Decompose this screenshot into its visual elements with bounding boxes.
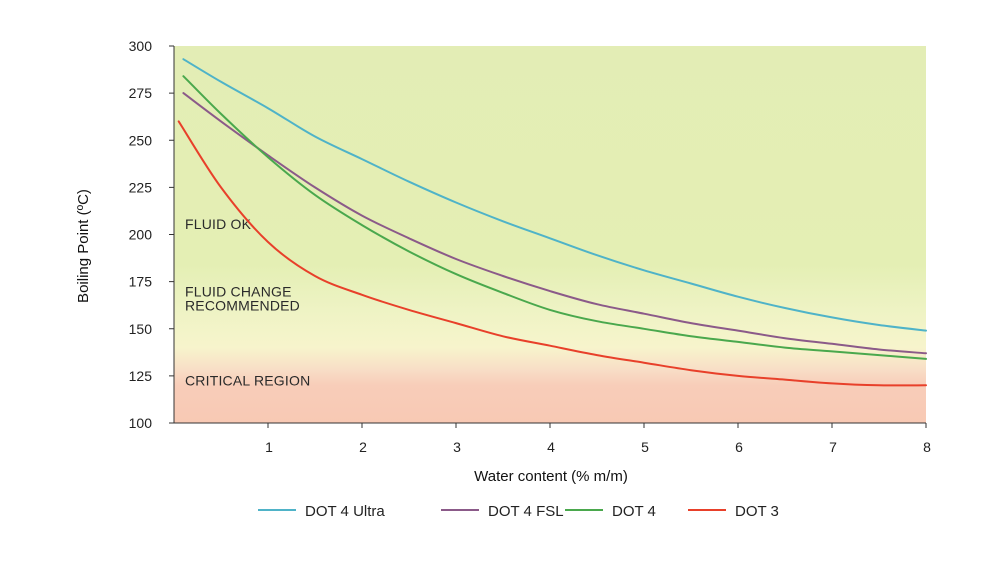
series-line-dot-4-fsl <box>182 92 927 355</box>
x-tick-label: 4 <box>547 439 555 455</box>
region-label: FLUID OK <box>185 216 252 232</box>
plot-background <box>174 46 926 423</box>
x-axis-title: Water content (% m/m) <box>474 468 628 485</box>
series-line-dot-4 <box>182 75 927 360</box>
y-tick-label: 125 <box>129 368 153 384</box>
y-tick-label: 225 <box>129 179 153 195</box>
region-label: CRITICAL REGION <box>185 372 310 388</box>
y-axis-title: Boiling Point (ºC) <box>75 189 92 303</box>
region-label-line: FLUID OK <box>185 216 252 232</box>
x-tick-label: 8 <box>923 439 931 455</box>
region-label-line: RECOMMENDED <box>185 298 300 314</box>
x-tick-label: 5 <box>641 439 649 455</box>
plot-area <box>174 46 926 423</box>
y-tick-label: 150 <box>129 321 153 337</box>
region-label: FLUID CHANGE RECOMMENDED <box>185 284 300 314</box>
region-label-line: CRITICAL REGION <box>185 372 310 388</box>
x-tick-label: 7 <box>829 439 837 455</box>
x-tick-label: 3 <box>453 439 461 455</box>
region-label-line: FLUID CHANGE <box>185 284 292 300</box>
x-tick-label: 2 <box>359 439 367 455</box>
legend: DOT 4 Ultra DOT 4 FSL DOT 4 DOT 3 <box>258 503 779 520</box>
legend-label: DOT 3 <box>735 503 779 520</box>
axes: 100 125 150 175 200 225 250 275 300 1 2 3 4 5 6 7 8 Water… <box>75 38 931 485</box>
x-tick-label: 1 <box>265 439 273 455</box>
legend-label: DOT 4 FSL <box>488 503 564 520</box>
y-tick-label: 175 <box>129 274 153 290</box>
legend-label: DOT 4 Ultra <box>305 503 385 520</box>
y-tick-label: 300 <box>129 38 153 54</box>
series-line-dot-3 <box>177 120 927 387</box>
y-tick-label: 100 <box>129 415 153 431</box>
series-line-dot-4-ultra <box>182 58 927 332</box>
legend-label: DOT 4 <box>612 503 656 520</box>
series-lines <box>177 58 927 387</box>
y-tick-label: 275 <box>129 85 153 101</box>
region-labels: FLUID OK FLUID CHANGE RECOMMENDED CRITICAL … <box>185 216 310 388</box>
y-tick-label: 250 <box>129 132 153 148</box>
y-tick-label: 200 <box>129 227 153 243</box>
x-tick-label: 6 <box>735 439 743 455</box>
